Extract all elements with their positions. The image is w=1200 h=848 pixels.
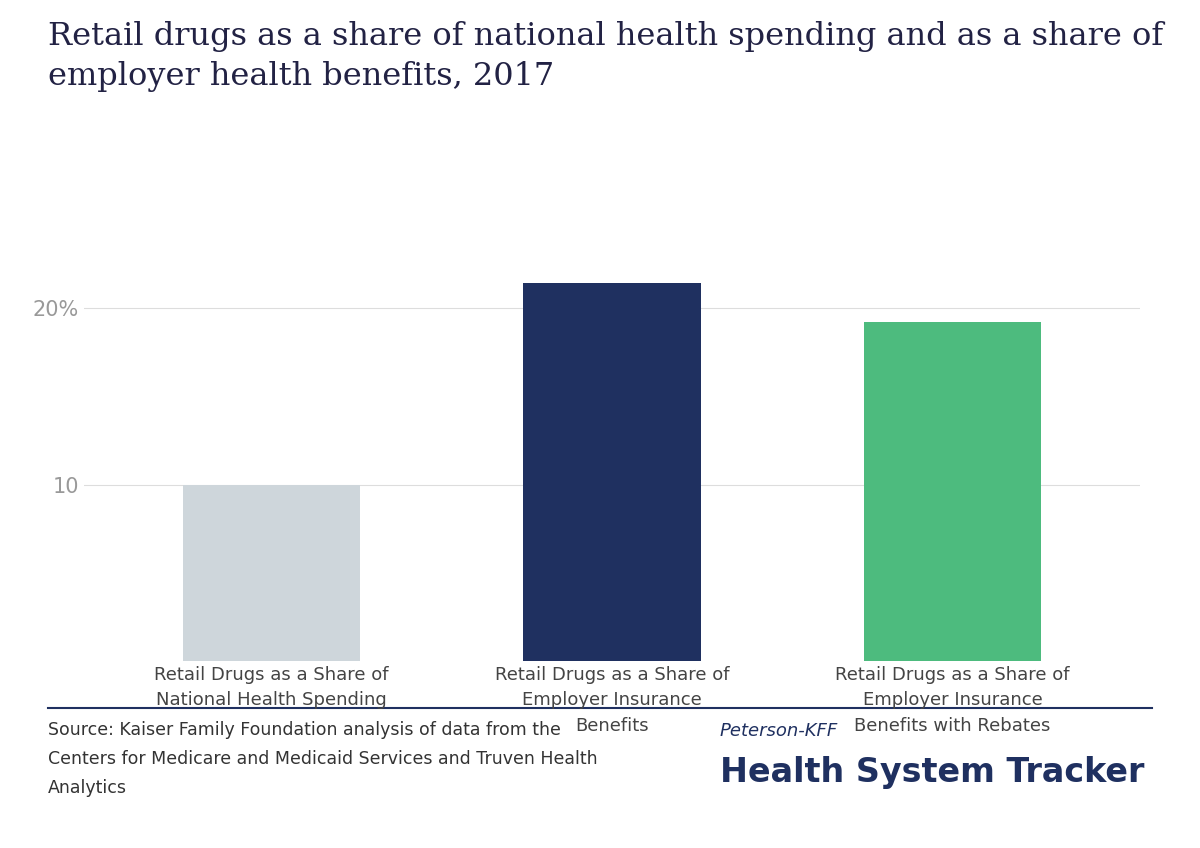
Text: Peterson-KFF: Peterson-KFF (720, 722, 839, 740)
Bar (864, 322, 1042, 661)
Text: Retail Drugs as a Share of
Employer Insurance
Benefits with Rebates: Retail Drugs as a Share of Employer Insu… (835, 666, 1070, 735)
Text: Retail Drugs as a Share of
Employer Insurance
Benefits: Retail Drugs as a Share of Employer Insu… (494, 666, 730, 735)
Bar (182, 485, 360, 661)
Text: Retail drugs as a share of national health spending and as a share of
employer h: Retail drugs as a share of national heal… (48, 21, 1163, 92)
Bar (523, 283, 701, 661)
Text: Retail Drugs as a Share of
National Health Spending: Retail Drugs as a Share of National Heal… (154, 666, 389, 710)
Text: Health System Tracker: Health System Tracker (720, 756, 1145, 789)
Text: Source: Kaiser Family Foundation analysis of data from the
Centers for Medicare : Source: Kaiser Family Foundation analysi… (48, 721, 598, 797)
